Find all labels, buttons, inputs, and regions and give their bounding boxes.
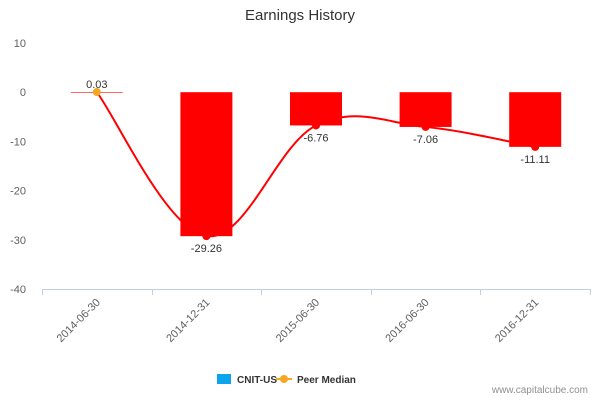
y-tick-label: 10 [14, 38, 26, 50]
legend-swatch-peer-median [276, 374, 292, 384]
legend-label-cnit-us: CNIT-US [237, 375, 277, 386]
legend-item-peer-median[interactable]: Peer Median [276, 373, 356, 389]
bar [180, 92, 233, 237]
y-tick-label: -40 [10, 284, 26, 296]
data-label: -7.06 [413, 134, 438, 146]
data-label: -29.26 [191, 243, 222, 255]
bar [399, 92, 452, 127]
bar [290, 92, 342, 126]
x-tick-label: 2016-12-31 [493, 297, 541, 345]
legend: CNIT-US Peer Median [0, 373, 600, 389]
y-tick-label: -10 [10, 136, 26, 148]
line-point [421, 122, 430, 131]
x-tick-label: 2015-06-30 [274, 297, 322, 345]
y-tick-label: -20 [10, 186, 26, 198]
legend-label-peer-median: Peer Median [297, 375, 356, 386]
line-point [531, 142, 540, 151]
y-tick-label: -30 [10, 235, 26, 247]
line-point [202, 232, 211, 241]
x-tick-label: 2014-12-31 [164, 297, 212, 345]
x-tick-label: 2014-06-30 [55, 297, 103, 345]
y-tick-label: 0 [20, 87, 26, 99]
data-label: 0.03 [86, 79, 107, 91]
legend-item-cnit-us[interactable]: CNIT-US [217, 373, 277, 389]
legend-swatch-cnit-us [217, 374, 231, 384]
x-tick-label: 2016-06-30 [383, 297, 431, 345]
data-label: -11.11 [520, 154, 550, 166]
chart-title: Earnings History [244, 7, 356, 24]
credit-text: www.capitalcube.com [491, 385, 588, 396]
bar [509, 92, 562, 147]
line-point [312, 121, 320, 130]
data-label: -6.76 [303, 132, 328, 144]
line-point [92, 88, 101, 97]
series-line [96, 91, 536, 238]
